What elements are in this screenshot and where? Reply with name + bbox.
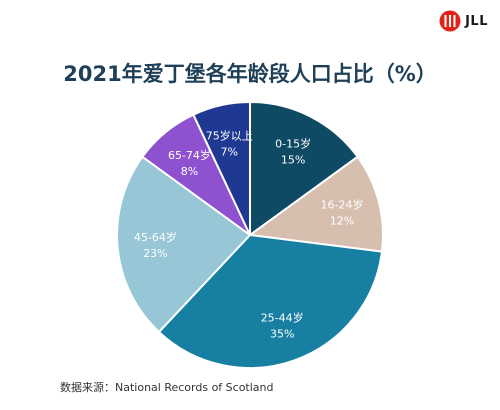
- slice-category-label: 65-74岁: [168, 148, 211, 162]
- pie-slice-1: [249, 100, 359, 237]
- slice-category-label: 16-24岁: [321, 197, 364, 211]
- slice-category-label: 75岁以上: [206, 128, 253, 142]
- slice-value-label: 35%: [270, 327, 294, 340]
- pie-slice-2: [247, 155, 384, 253]
- logo-text: JLL: [465, 13, 488, 29]
- pie-slice-6: [192, 100, 251, 236]
- slice-category-label: 0-15岁: [275, 136, 311, 150]
- slice-category-label: 25-44岁: [261, 310, 304, 324]
- chart-title: 2021年爱丁堡各年龄段人口占比（%）: [63, 62, 437, 86]
- slice-value-label: 7%: [221, 145, 238, 158]
- slice-value-label: 8%: [181, 165, 198, 178]
- source-note: 数据来源：National Records of Scotland: [60, 381, 274, 394]
- pie-slice-3: [157, 233, 384, 369]
- jll-logo: JLL: [439, 10, 488, 32]
- slice-value-label: 12%: [330, 214, 354, 227]
- slice-value-label: 15%: [281, 153, 305, 166]
- slice-value-label: 23%: [143, 247, 167, 260]
- pie-slice-4: [116, 155, 252, 334]
- jll-logo-icon: [439, 10, 461, 32]
- slice-category-label: 45-64岁: [134, 230, 177, 244]
